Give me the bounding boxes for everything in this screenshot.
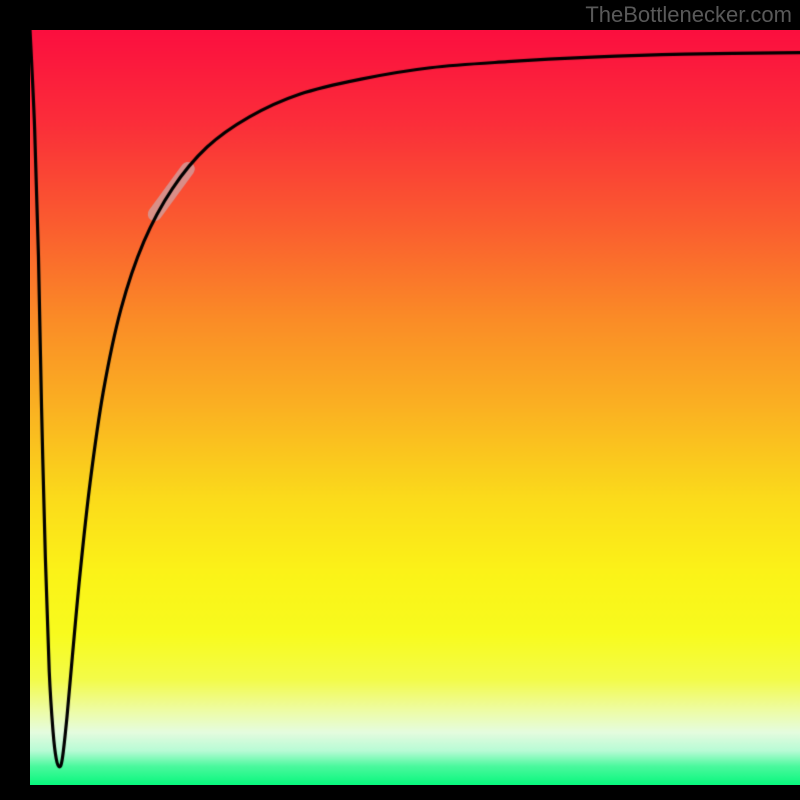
bottleneck-chart: TheBottlenecker.com (0, 0, 800, 800)
source-watermark: TheBottlenecker.com (585, 2, 792, 28)
bottleneck-curve (30, 30, 800, 785)
plot-area (30, 30, 800, 785)
